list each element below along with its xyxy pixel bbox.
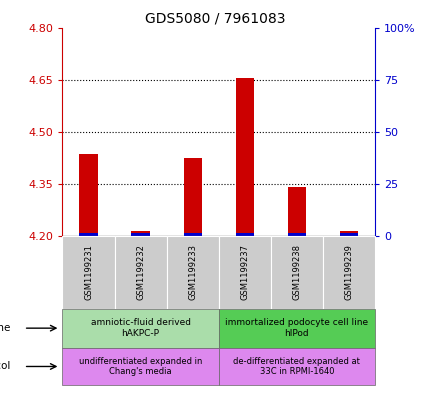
Bar — [183, 233, 201, 236]
Text: de-differentiated expanded at
33C in RPMI-1640: de-differentiated expanded at 33C in RPM… — [233, 357, 359, 376]
Text: GSM1199232: GSM1199232 — [136, 244, 145, 300]
Text: immortalized podocyte cell line
hIPod: immortalized podocyte cell line hIPod — [225, 318, 368, 338]
Bar — [79, 233, 98, 236]
Text: GSM1199239: GSM1199239 — [344, 244, 353, 300]
Bar — [339, 231, 357, 236]
Text: growth protocol: growth protocol — [0, 362, 11, 371]
Bar — [235, 78, 253, 236]
Bar — [235, 233, 253, 236]
Text: GDS5080 / 7961083: GDS5080 / 7961083 — [145, 12, 285, 26]
Bar — [339, 233, 357, 236]
Text: undifferentiated expanded in
Chang's media: undifferentiated expanded in Chang's med… — [79, 357, 202, 376]
Bar — [287, 233, 305, 236]
Bar — [131, 231, 149, 236]
Text: cell line: cell line — [0, 323, 11, 333]
Text: GSM1199238: GSM1199238 — [292, 244, 301, 300]
Bar — [183, 158, 201, 236]
Bar — [287, 187, 305, 236]
Text: GSM1199233: GSM1199233 — [188, 244, 197, 300]
Text: GSM1199237: GSM1199237 — [240, 244, 249, 300]
Text: GSM1199231: GSM1199231 — [84, 244, 93, 300]
Bar — [131, 233, 149, 236]
Bar — [79, 154, 98, 236]
Text: amniotic-fluid derived
hAKPC-P: amniotic-fluid derived hAKPC-P — [90, 318, 190, 338]
